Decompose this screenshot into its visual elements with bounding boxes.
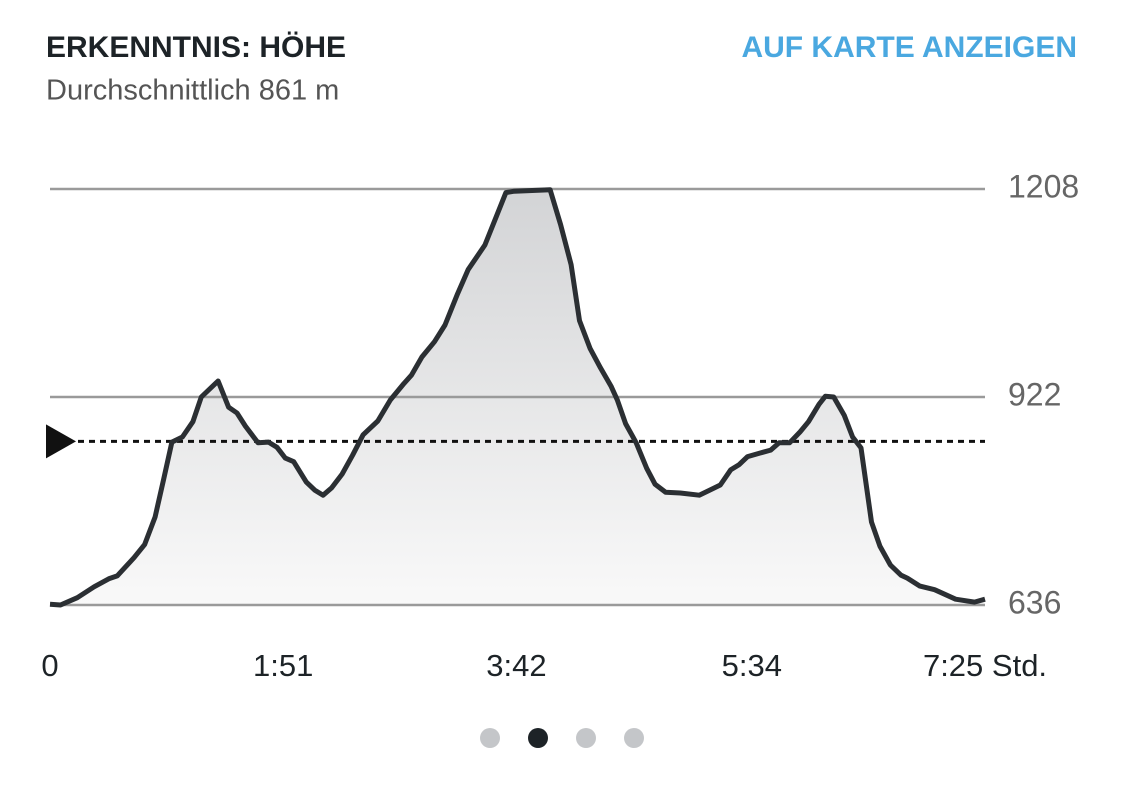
page-dot-active[interactable]	[528, 728, 548, 748]
page-dot[interactable]	[624, 728, 644, 748]
plot: 636 922 1208 0 1:51 3:42 5:34 7:25 Std.	[41, 168, 1079, 683]
page-dot[interactable]	[576, 728, 596, 748]
subtitle: Durchschnittlich 861 m	[46, 75, 339, 107]
map-link[interactable]: AUF KARTE ANZEIGEN	[741, 31, 1077, 64]
x-tick-label: 7:25 Std.	[923, 648, 1047, 683]
elevation-line	[49, 187, 986, 608]
x-tick-label: 1:51	[253, 648, 313, 683]
x-tick-label: 0	[41, 648, 58, 683]
x-tick-label: 3:42	[486, 648, 546, 683]
y-tick-label: 922	[1008, 376, 1061, 412]
y-tick-label: 636	[1008, 584, 1061, 620]
average-marker	[46, 424, 76, 459]
y-tick-label: 1208	[1008, 168, 1079, 204]
chart-title: ERKENNTNIS: HÖHE	[46, 31, 346, 64]
page-dot[interactable]	[480, 728, 500, 748]
x-tick-label: 5:34	[722, 648, 782, 683]
